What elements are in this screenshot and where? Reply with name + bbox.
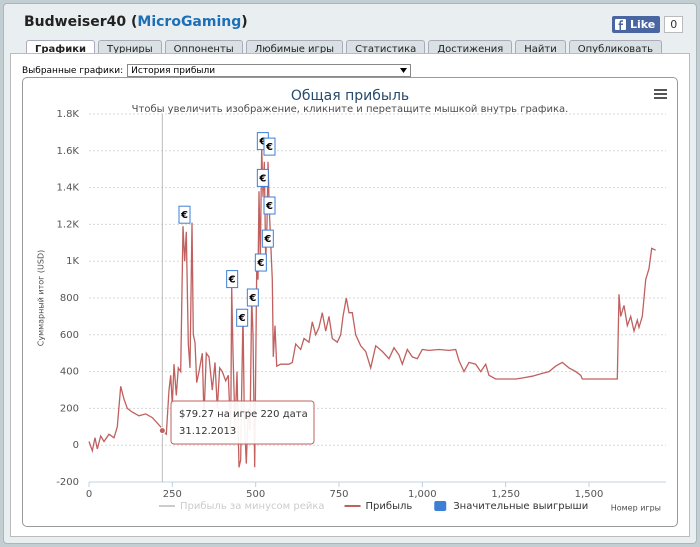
- graph-selector: Выбранные графики: История прибыли: [22, 64, 412, 77]
- y-tick-label: -200: [56, 477, 79, 488]
- x-tick-label: 500: [246, 489, 265, 500]
- x-tick-label: 1,000: [408, 489, 437, 500]
- x-tick-label: 750: [329, 489, 348, 500]
- like-text: Like: [630, 18, 656, 31]
- chart-subtitle: Чтобы увеличить изображение, кликните и …: [132, 104, 569, 115]
- paren: (: [130, 14, 138, 30]
- flag-box: [256, 168, 269, 187]
- tooltip-point: [158, 427, 166, 435]
- win-flag: €: [246, 288, 259, 307]
- flag-label: €: [256, 258, 264, 269]
- tooltip-text: 31.12.2013: [179, 426, 236, 437]
- y-tick-label: 1K: [66, 256, 79, 267]
- chart: Общая прибыль Чтобы увеличить изображени…: [22, 77, 678, 527]
- flag-label: €: [265, 142, 273, 153]
- legend-label: Прибыль: [366, 501, 413, 512]
- flag-box: [263, 137, 276, 156]
- page-title: Budweiser40 (MicroGaming): [24, 14, 248, 30]
- flag-box: [236, 308, 249, 327]
- menu-button[interactable]: [654, 89, 667, 99]
- win-flag: €: [261, 229, 274, 248]
- dropdown[interactable]: История прибыли: [127, 64, 412, 77]
- flag-box: [261, 229, 274, 248]
- win-flag: €: [178, 205, 191, 224]
- win-flag: €: [256, 168, 269, 187]
- flag-label: €: [263, 234, 271, 245]
- win-flag: €: [226, 270, 239, 289]
- profit-line: [88, 147, 656, 468]
- legend-swatch: [434, 501, 447, 511]
- y-tick-label: 1.4K: [57, 183, 80, 194]
- y-tick-label: 800: [60, 293, 79, 304]
- flag-label: €: [228, 275, 236, 286]
- flag-box: [246, 288, 259, 307]
- y-tick-label: 200: [60, 403, 79, 414]
- win-flag: €: [254, 253, 267, 272]
- win-flag: €: [236, 308, 249, 327]
- flag-box: [226, 270, 239, 289]
- dropdown-value: История прибыли: [131, 65, 216, 76]
- y-tick-label: 400: [60, 367, 79, 378]
- flag-box: [254, 253, 267, 272]
- y-tick-label: 1.6K: [57, 146, 80, 157]
- paren: ): [241, 14, 248, 30]
- win-flag: €: [263, 137, 276, 156]
- flag-label: €: [258, 137, 266, 148]
- flag-label: €: [180, 210, 188, 221]
- fb-icon: [615, 19, 626, 30]
- flag-label: €: [258, 173, 266, 184]
- dropdown-arrow: [400, 68, 408, 73]
- x-tick-label: 250: [163, 489, 182, 500]
- x-tick-label: 1,250: [491, 489, 520, 500]
- chart-title: Общая прибыль: [291, 88, 409, 104]
- legend-label: Прибыль за минусом рейка: [180, 501, 325, 512]
- y-tick-label: 600: [60, 330, 79, 341]
- flag-box: [263, 196, 276, 215]
- like-count: 0: [664, 16, 684, 33]
- facebook-like: Like 0: [612, 16, 684, 33]
- flag-box: [178, 205, 191, 224]
- x-axis-label: Номер игры: [611, 504, 661, 513]
- flag-label: €: [265, 201, 273, 212]
- y-axis-label: Суммарный итог (USD): [37, 250, 46, 347]
- y-tick-label: 0: [73, 440, 79, 451]
- y-tick-label: 1.2K: [57, 219, 80, 230]
- win-flag: €: [263, 196, 276, 215]
- flag-label: €: [248, 293, 256, 304]
- tooltip: [170, 400, 315, 445]
- x-tick-label: 1,500: [575, 489, 604, 500]
- legend-label: Значительные выигрыши: [453, 501, 588, 512]
- selector-label: Выбранные графики:: [22, 65, 124, 76]
- tooltip-text: $79.27 на игре 220 дата: [179, 409, 308, 420]
- like-button[interactable]: Like: [612, 16, 661, 33]
- flag-label: €: [238, 313, 246, 324]
- x-tick-label: 0: [86, 489, 92, 500]
- y-tick-label: 1.8K: [57, 109, 80, 120]
- network-link[interactable]: MicroGaming: [137, 14, 242, 30]
- user-name: Budweiser40: [24, 14, 127, 30]
